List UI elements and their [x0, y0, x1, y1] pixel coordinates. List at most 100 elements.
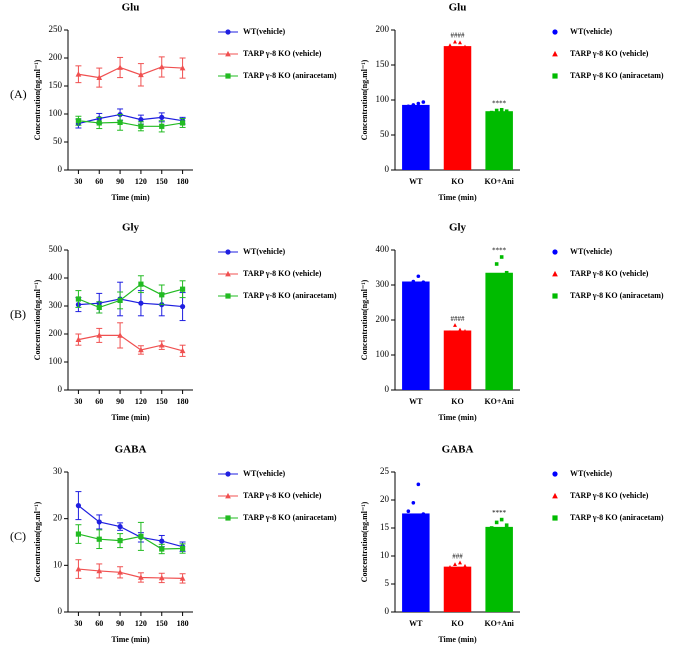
y-tick-label: 400	[376, 244, 390, 254]
series-line	[78, 66, 183, 79]
point	[138, 71, 144, 78]
x-tick-label: KO+Ani	[484, 397, 514, 406]
y-tick-label: 50	[53, 136, 63, 146]
y-tick-label: 200	[49, 328, 63, 338]
x-tick-label: 90	[116, 397, 124, 406]
point	[117, 332, 123, 338]
y-tick-label: 25	[380, 466, 390, 476]
data-point	[411, 103, 416, 107]
legend-label: TARP γ-8 KO (aniracetam)	[243, 291, 337, 300]
point	[138, 117, 144, 123]
y-tick-label: 0	[385, 164, 390, 174]
point	[179, 347, 186, 354]
legend-label: TARP γ-8 KO (aniracetam)	[570, 71, 664, 80]
point	[117, 538, 123, 544]
x-tick-label: 180	[177, 177, 189, 186]
y-axis-label: Concentration(ng.ml⁻¹)	[33, 501, 42, 582]
y-tick-label: 500	[49, 244, 63, 254]
y-tick-label: 15	[380, 522, 390, 532]
legend-marker	[552, 29, 558, 35]
data-point	[448, 43, 452, 48]
y-tick-label: 20	[53, 513, 63, 523]
legend-label: TARP γ-8 KO (aniracetam)	[243, 71, 337, 80]
y-tick-label: 100	[376, 349, 390, 359]
x-tick-label: KO+Ani	[484, 619, 514, 628]
chart-title: Gly	[449, 222, 467, 234]
data-point	[416, 274, 421, 279]
data-point	[458, 40, 462, 45]
x-axis-label: Time (min)	[438, 193, 477, 202]
y-axis-label: Concentration(ng.ml⁻¹)	[33, 59, 42, 140]
point	[179, 64, 186, 71]
point	[159, 546, 165, 552]
data-point	[411, 501, 416, 505]
data-point	[406, 281, 411, 286]
y-tick-label: 150	[49, 80, 63, 90]
point	[138, 346, 144, 353]
chart-title: GABA	[115, 444, 147, 456]
bar	[443, 330, 472, 390]
annotation: ####	[451, 315, 466, 323]
legend-label: TARP γ-8 KO (vehicle)	[570, 491, 649, 500]
point	[179, 545, 186, 552]
x-axis-label: Time (min)	[438, 413, 477, 422]
series-line	[78, 113, 183, 125]
y-tick-label: 250	[49, 24, 63, 34]
y-tick-label: 10	[53, 559, 63, 569]
bar	[443, 46, 472, 170]
legend-label: TARP γ-8 KO (vehicle)	[570, 269, 649, 278]
legend-label: TARP γ-8 KO (aniracetam)	[243, 513, 337, 522]
data-point	[494, 520, 499, 525]
x-tick-label: 60	[95, 177, 103, 186]
panel-label: (A)	[10, 87, 27, 101]
point	[96, 304, 102, 310]
legend-label: WT(vehicle)	[570, 247, 613, 256]
point	[179, 286, 186, 292]
panel-label: (B)	[10, 307, 26, 321]
y-tick-label: 300	[376, 279, 390, 289]
point	[159, 123, 165, 129]
y-tick-label: 0	[58, 164, 63, 174]
annotation: ###	[452, 552, 463, 560]
series-line	[78, 334, 183, 352]
legend-label: WT(vehicle)	[570, 469, 613, 478]
legend-marker	[225, 73, 231, 79]
x-tick-label: KO	[451, 619, 463, 628]
legend-marker	[552, 515, 558, 521]
data-point	[421, 100, 426, 104]
chart-title: Glu	[449, 2, 467, 14]
chart-title: Gly	[122, 222, 140, 234]
legend-marker	[225, 515, 231, 521]
series-line	[78, 533, 183, 550]
point	[159, 292, 165, 298]
data-point	[504, 109, 509, 113]
x-tick-label: 180	[177, 619, 189, 628]
x-tick-label: 90	[116, 177, 124, 186]
y-tick-label: 5	[385, 578, 390, 588]
data-point	[489, 276, 494, 280]
point	[138, 281, 144, 287]
x-tick-label: KO	[451, 397, 463, 406]
legend-marker	[225, 29, 231, 35]
point	[75, 296, 82, 302]
series-line	[78, 298, 183, 308]
data-point	[453, 562, 457, 567]
y-tick-label: 0	[58, 384, 63, 394]
data-point	[494, 108, 499, 113]
y-tick-label: 150	[376, 59, 390, 69]
series-line	[78, 505, 183, 548]
legend-marker	[552, 293, 558, 299]
x-tick-label: KO	[451, 177, 463, 186]
point	[138, 300, 144, 306]
bar	[402, 513, 430, 612]
point	[117, 524, 123, 530]
legend-label: TARP γ-8 KO (vehicle)	[570, 49, 649, 58]
x-axis-label: Time (min)	[111, 635, 150, 644]
y-tick-label: 0	[385, 384, 390, 394]
legend-marker	[225, 270, 231, 277]
point	[75, 336, 82, 342]
x-tick-label: 120	[135, 177, 147, 186]
chart-title: GABA	[442, 444, 474, 456]
data-point	[453, 323, 457, 327]
